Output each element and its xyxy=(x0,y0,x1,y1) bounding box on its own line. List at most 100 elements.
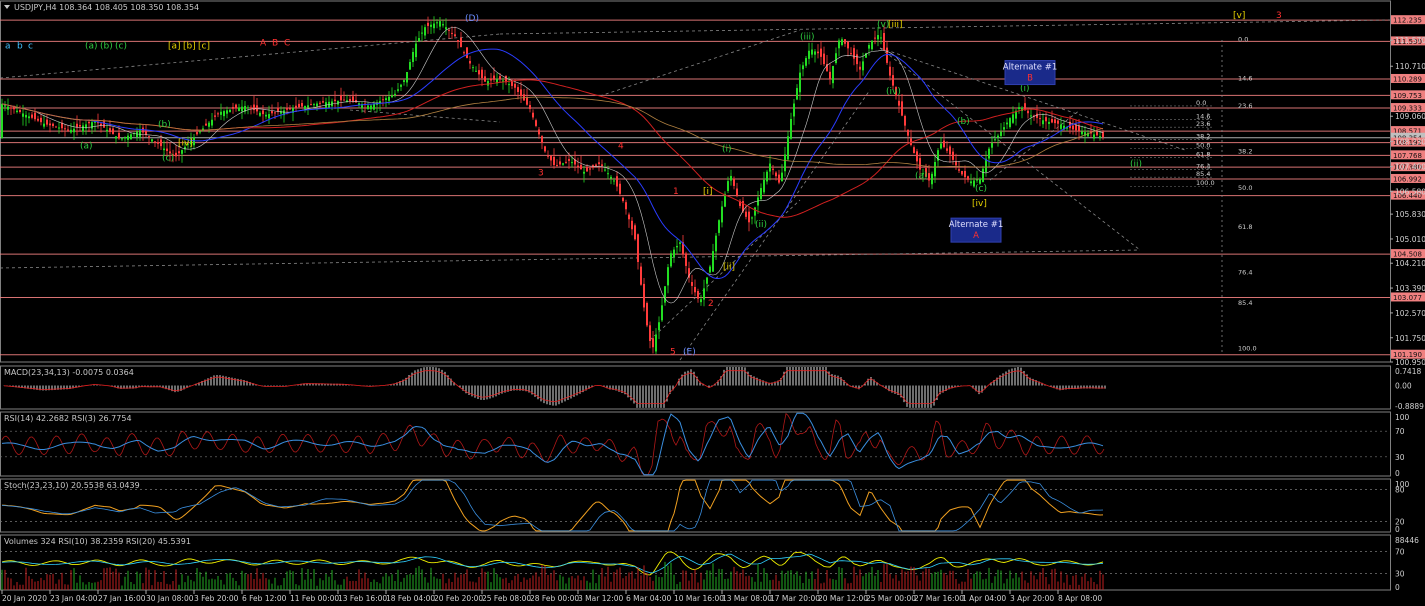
candle-body xyxy=(940,143,942,149)
candle-body xyxy=(187,143,189,145)
candle-body xyxy=(823,53,825,65)
price-level-tag xyxy=(1391,137,1425,147)
ma-fast-line[interactable] xyxy=(1,27,1104,304)
candle-body xyxy=(1054,119,1056,124)
alternate-count-box[interactable] xyxy=(950,217,1002,243)
candle-body xyxy=(469,60,471,64)
trendline[interactable] xyxy=(679,89,871,361)
rsi-pane[interactable]: RSI(14) 42.2682 RSI(3) 26.7754 100 70 30 0 xyxy=(0,411,1410,478)
candle-body xyxy=(595,164,597,166)
alternate-label: Alternate #1 xyxy=(1003,63,1057,73)
candle-body xyxy=(349,98,351,102)
candle-body xyxy=(535,120,537,126)
candle-body xyxy=(478,70,480,75)
candle-body xyxy=(145,130,147,135)
candle-body xyxy=(406,72,408,83)
time-tick-label: 13 Feb 16:00 xyxy=(338,594,387,603)
candle-body xyxy=(649,325,651,342)
candle-body xyxy=(826,64,828,72)
price-level-label: 109.333 xyxy=(1393,105,1422,113)
wave-label: (a) xyxy=(85,41,98,51)
time-tick-label: 25 Mar 00:00 xyxy=(866,594,916,603)
price-level-label: 107.768 xyxy=(1393,152,1422,160)
candle-body xyxy=(58,127,60,129)
candle-body xyxy=(892,75,894,86)
candle-body xyxy=(655,334,657,352)
wave-label: (c) xyxy=(162,153,174,163)
candle-body xyxy=(577,165,579,167)
price-level-tag xyxy=(1391,292,1425,302)
candle-body xyxy=(1072,125,1074,130)
price-pane[interactable]: 112.235 111.530 110.289 109.753 109.333 108.5… xyxy=(0,0,1425,367)
candle-body xyxy=(1039,118,1041,120)
candle-body xyxy=(1027,110,1029,114)
candle-body xyxy=(850,53,852,55)
oscillator-tick-label: 100 xyxy=(1395,413,1410,422)
candle-body xyxy=(346,100,348,103)
candle-body xyxy=(748,211,750,223)
candle-body xyxy=(118,132,120,139)
volume-pane[interactable]: Volumes 324 RSI(10) 38.2359 RSI(20) 45.5… xyxy=(0,534,1419,592)
trendline[interactable] xyxy=(599,29,801,97)
candle-body xyxy=(544,146,546,152)
candle-body xyxy=(886,47,888,63)
candle-body xyxy=(247,107,249,109)
candle-body xyxy=(127,135,129,140)
candle-body xyxy=(676,245,678,248)
candle-body xyxy=(574,159,576,165)
trendline[interactable] xyxy=(989,109,1081,181)
candle-body xyxy=(877,35,879,40)
macd-pane[interactable]: MACD(23,34,13) -0.0075 0.0364 0.7418 0.00 -… xyxy=(0,365,1425,411)
candle-body xyxy=(448,29,450,31)
candle-body xyxy=(559,161,561,165)
wave-label: [iv] xyxy=(972,199,987,209)
candle-body xyxy=(784,154,786,172)
candle-body xyxy=(1057,120,1059,124)
candle-body xyxy=(301,103,303,107)
candle-body xyxy=(922,173,924,175)
candle-body xyxy=(208,122,210,127)
rsi-pane-border xyxy=(0,411,1391,477)
header-dropdown-icon[interactable] xyxy=(4,5,10,9)
time-tick-label: 20 Feb 20:00 xyxy=(434,594,483,603)
time-tick-label: 11 Feb 00:00 xyxy=(290,594,339,603)
candle-body xyxy=(1003,127,1005,130)
candle-body xyxy=(646,302,648,326)
price-tick-label: 105.010 xyxy=(1395,235,1425,244)
candle-body xyxy=(61,122,63,129)
candle-body xyxy=(298,103,300,108)
time-tick-label: 6 Feb 12:00 xyxy=(242,594,287,603)
candle-body xyxy=(310,104,312,106)
time-axis: 20 Jan 2020 23 Jan 04:00 27 Jan 16:00 30 Ja… xyxy=(1,590,1102,603)
candle-body xyxy=(34,112,36,120)
ma-slow-line[interactable] xyxy=(1,96,1104,168)
candle-body xyxy=(106,129,108,132)
trendline[interactable] xyxy=(499,19,1391,35)
trendline[interactable] xyxy=(0,249,1141,269)
price-level-label: 103.077 xyxy=(1393,294,1422,302)
alternate-label: Alternate #1 xyxy=(949,220,1003,230)
candle-body xyxy=(616,176,618,187)
alternate-count-box[interactable] xyxy=(1004,60,1056,86)
fib-level-label: 76.4 xyxy=(1238,269,1252,277)
time-tick-label: 10 Mar 16:00 xyxy=(674,594,724,603)
candle-body xyxy=(484,76,486,82)
candle-body xyxy=(934,162,936,177)
candle-body xyxy=(541,136,543,143)
candle-body xyxy=(706,277,708,284)
wave-label: [a] xyxy=(168,41,181,51)
wave-label: (i) xyxy=(1020,84,1030,94)
candle-body xyxy=(475,70,477,72)
price-level-tag xyxy=(1391,162,1425,172)
rsi-slow-line xyxy=(1,412,1104,476)
candle-body xyxy=(343,99,345,101)
candle-body xyxy=(769,163,771,172)
candle-body xyxy=(19,109,21,112)
fib-level-label: 50.0 xyxy=(1238,184,1252,192)
candle-body xyxy=(172,154,174,156)
candle-body xyxy=(625,202,627,210)
trendline[interactable] xyxy=(349,109,501,123)
